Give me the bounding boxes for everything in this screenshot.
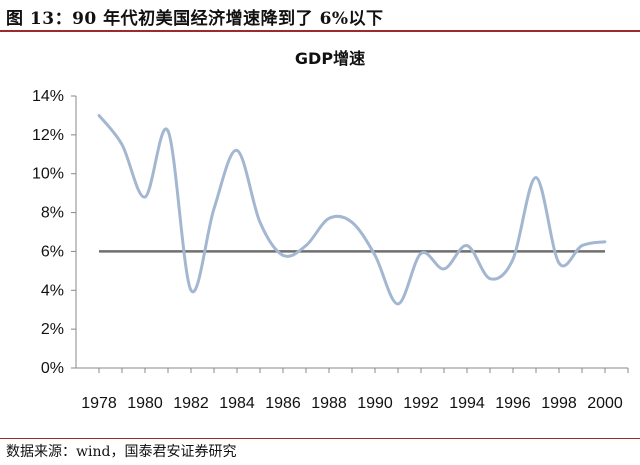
data-point	[258, 220, 262, 224]
x-tick-label: 1998	[541, 395, 577, 412]
data-point	[511, 257, 515, 261]
data-point	[442, 267, 446, 271]
y-tick-label: 14%	[32, 88, 64, 105]
data-point	[465, 244, 469, 248]
x-tick-label: 1988	[311, 395, 347, 412]
data-point	[97, 114, 101, 117]
chart-title: GDP增速	[295, 49, 365, 68]
data-point	[281, 253, 285, 257]
data-point	[557, 261, 561, 265]
data-point	[304, 244, 308, 248]
data-point	[350, 220, 354, 224]
data-point	[212, 207, 216, 211]
data-point	[419, 251, 423, 255]
data-point	[143, 195, 147, 199]
plot-area: 0% 2% 4% 6% 8% 10% 12% 14% 1978 1980 1982 1984 1986 1…	[32, 88, 629, 412]
x-tick-label: 1984	[219, 395, 255, 412]
x-tick-label: 1986	[265, 395, 301, 412]
y-tick-label: 0%	[41, 360, 64, 377]
data-point	[189, 288, 193, 292]
x-tick-label: 1980	[127, 395, 163, 412]
x-tick-label: 2000	[587, 395, 623, 412]
gdp-growth-line	[97, 114, 606, 306]
data-point	[327, 217, 331, 220]
y-tick-label: 4%	[41, 282, 64, 299]
data-point	[534, 176, 538, 180]
x-tick-label: 1978	[81, 395, 117, 412]
data-point	[373, 253, 377, 257]
data-point	[603, 240, 607, 244]
gdp-growth-chart: GDP增速 0% 2% 4% 6% 8% 10% 12% 14% 1978 1980 1982 198…	[32, 49, 629, 412]
data-point	[235, 149, 239, 152]
y-tick-label: 10%	[32, 166, 64, 183]
y-tick-label: 12%	[32, 127, 64, 144]
x-tick-label: 1990	[357, 395, 393, 412]
source-note: 数据来源：wind，国泰君安证券研究	[6, 444, 237, 460]
x-tick-label: 1992	[403, 395, 439, 412]
y-tick-label: 8%	[41, 205, 64, 222]
caption-divider	[0, 30, 640, 32]
data-point	[488, 277, 492, 281]
figure-caption: 图 13：90 年代初美国经济增速降到了 6%以下	[6, 9, 384, 29]
y-tick-label: 6%	[41, 243, 64, 260]
x-tick-label: 1996	[495, 395, 531, 412]
data-point	[396, 302, 400, 306]
x-tick-label: 1994	[449, 395, 485, 412]
data-point	[580, 244, 584, 248]
data-point	[166, 129, 170, 133]
x-tick-label: 1982	[173, 395, 209, 412]
source-divider	[0, 438, 640, 439]
y-tick-label: 2%	[41, 321, 64, 338]
data-point	[120, 143, 124, 146]
